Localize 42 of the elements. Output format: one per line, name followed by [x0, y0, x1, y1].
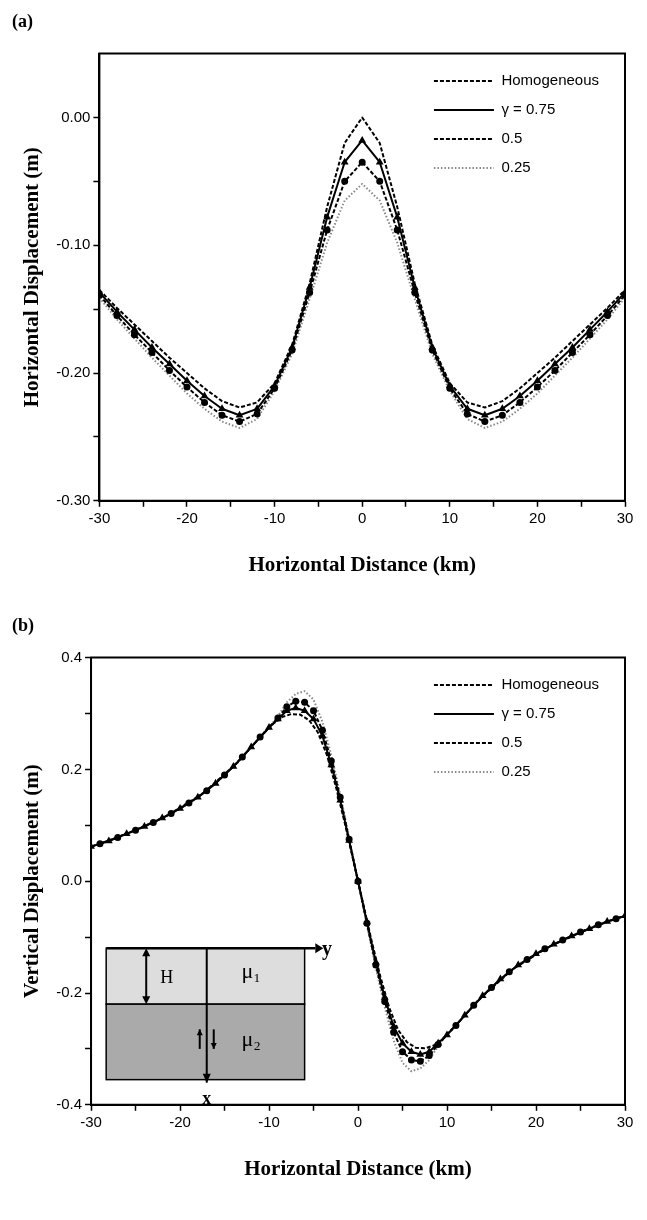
x-tick-label: 10: [441, 508, 459, 526]
y-tick-label: 0.0: [61, 871, 83, 889]
legend-label: Homogeneous: [501, 675, 600, 693]
x-tick-label: 0: [353, 1112, 363, 1130]
y-tick-label: 0.2: [61, 759, 83, 777]
y-tick-label: -0.10: [56, 235, 91, 253]
y-axis-title: Vertical Displacement (m): [19, 764, 44, 999]
legend-label: 0.25: [501, 762, 531, 780]
y-tick-label: 0.4: [61, 647, 83, 665]
y-axis-title: Horizontal Displacement (m): [19, 147, 44, 408]
legend-label: 0.25: [501, 158, 531, 176]
annotation: x: [202, 1087, 212, 1108]
y-tick-label: -0.20: [56, 363, 91, 381]
x-tick-label: -20: [169, 1112, 191, 1130]
legend-label: 0.5: [501, 129, 523, 147]
x-tick-label: 20: [529, 508, 546, 526]
y-tick-label: -0.2: [56, 983, 83, 1001]
x-tick-label: 0: [358, 508, 367, 526]
annotation: μ₂: [241, 1025, 261, 1051]
y-tick-label: 0.00: [61, 107, 91, 125]
x-tick-label: -30: [88, 508, 111, 526]
legend-label: γ = 0.75: [501, 704, 556, 722]
x-axis-title: Horizontal Distance (km): [248, 551, 476, 576]
legend-label: 0.5: [501, 733, 523, 751]
chart-title: (a): [12, 11, 33, 33]
x-tick-label: -10: [258, 1112, 280, 1130]
x-tick-label: 30: [616, 1112, 634, 1130]
chart-title: (b): [12, 615, 34, 637]
x-tick-label: -20: [176, 508, 198, 526]
x-axis-title: Horizontal Distance (km): [244, 1155, 472, 1180]
x-tick-label: -30: [80, 1112, 102, 1130]
x-tick-label: 10: [438, 1112, 456, 1130]
y-tick-label: -0.30: [56, 490, 91, 508]
annotation: y: [321, 936, 332, 960]
legend-label: Homogeneous: [501, 71, 600, 89]
y-tick-label: -0.4: [56, 1094, 83, 1112]
x-tick-label: -10: [263, 508, 286, 526]
x-tick-label: 30: [616, 508, 634, 526]
x-tick-label: 20: [527, 1112, 545, 1130]
annotation: μ₁: [241, 958, 261, 984]
legend-label: γ = 0.75: [501, 100, 556, 118]
annotation: H: [160, 967, 174, 988]
